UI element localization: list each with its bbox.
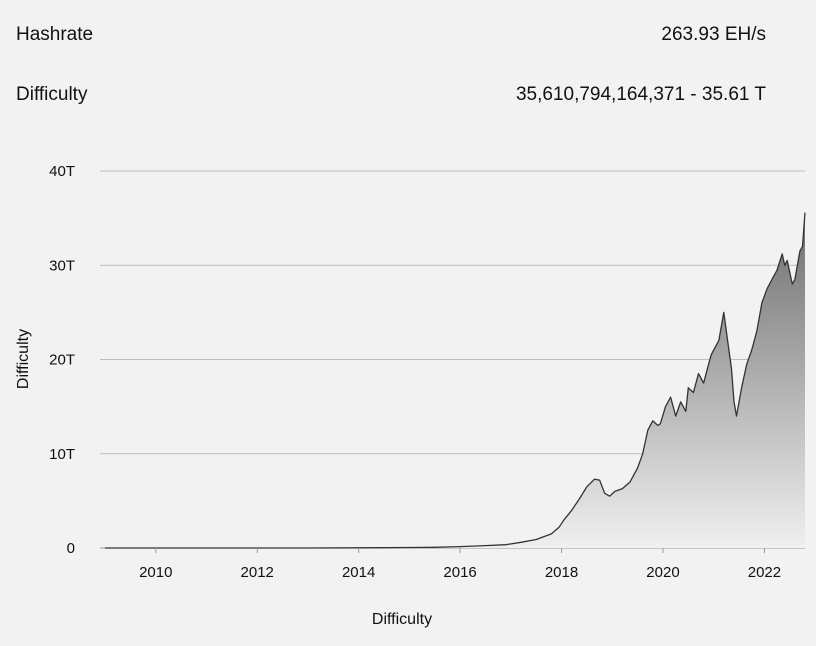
x-tick-label: 2022 [748, 564, 781, 581]
x-tick-label: 2020 [646, 564, 679, 581]
x-tick-label: 2010 [139, 564, 172, 581]
y-tick-label: 40T [49, 163, 75, 180]
y-tick-label: 30T [49, 257, 75, 274]
difficulty-label: Difficulty [16, 84, 88, 105]
x-axis-title: Difficulty [372, 611, 432, 628]
x-tick-label: 2016 [443, 564, 476, 581]
difficulty-row: Difficulty 35,610,794,164,371 - 35.61 T [16, 84, 766, 114]
x-axis-ticks: 2010 2012 2014 2016 2018 2020 2022 [139, 548, 781, 581]
hashrate-row: Hashrate 263.93 EH/s [16, 24, 766, 54]
hashrate-label: Hashrate [16, 24, 94, 45]
y-tick-label: 10T [49, 446, 75, 463]
hashrate-value: 263.93 EH/s [661, 24, 766, 45]
area-series [105, 212, 806, 549]
y-axis-title: Difficulty [15, 329, 32, 389]
x-tick-label: 2014 [342, 564, 375, 581]
y-axis-ticks: 0 10T 20T 30T 40T [49, 163, 75, 557]
series-line-0 [105, 212, 806, 549]
y-tick-label: 0 [67, 540, 75, 557]
difficulty-value: 35,610,794,164,371 - 35.61 T [515, 84, 766, 105]
y-tick-label: 20T [49, 352, 75, 369]
x-tick-label: 2012 [241, 564, 274, 581]
x-tick-label: 2018 [545, 564, 578, 581]
area-fill-0 [105, 212, 806, 548]
